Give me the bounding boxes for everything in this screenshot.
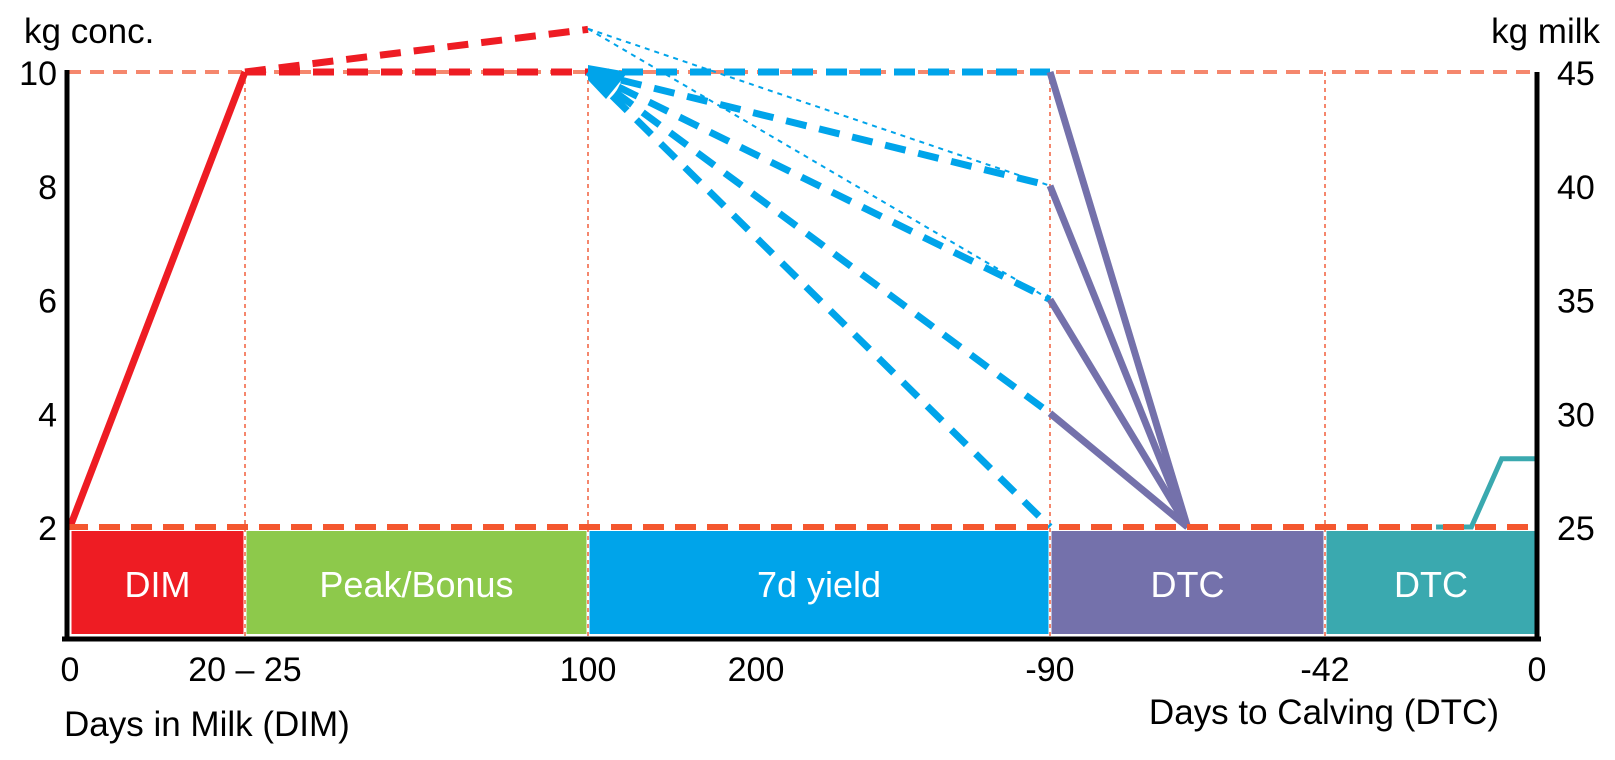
series-dry-off-from-35 xyxy=(1047,297,1191,529)
x-axis-title-dtc: Days to Calving (DTC) xyxy=(1148,693,1499,732)
band-7d-yield-2 xyxy=(589,531,1049,634)
y-tick-right-30: 30 xyxy=(1557,396,1595,434)
series-bonus-concentrate xyxy=(244,25,589,76)
axes-layer xyxy=(62,70,1541,642)
series-dry-off-from-40 xyxy=(1046,184,1191,529)
y-tick-left-2: 2 xyxy=(38,510,57,548)
band-label-1: Peak/Bonus xyxy=(319,564,513,605)
series-fresh-concentrate xyxy=(66,70,249,529)
y-tick-left-10: 10 xyxy=(19,55,57,93)
x-tick-5--42: -42 xyxy=(1300,651,1349,689)
y-tick-right-40: 40 xyxy=(1557,169,1595,207)
x-tick-0-0: 0 xyxy=(61,651,80,689)
series-yield-projection-30 xyxy=(585,69,1053,417)
series-dry-off-from-45 xyxy=(1046,70,1191,529)
x-tick-6-0: 0 xyxy=(1528,651,1547,689)
y-axis-left-title: kg conc. xyxy=(24,12,155,51)
y-tick-left-6: 6 xyxy=(38,283,57,321)
band-peak-bonus-1 xyxy=(246,531,587,634)
labels-layer: 10 8 6 4 2 45 40 35 30 25 0 20 – 25 100 200 -90 -42 0 xyxy=(19,55,1595,689)
band-label-0: DIM xyxy=(125,564,191,605)
y-tick-right-25: 25 xyxy=(1557,510,1595,548)
y-tick-right-45: 45 xyxy=(1557,55,1595,93)
series-yield-projection-25 xyxy=(585,69,1053,530)
band-label-3: DTC xyxy=(1151,564,1225,605)
band-dim-0 xyxy=(71,531,244,634)
y-tick-left-4: 4 xyxy=(38,396,57,434)
y-tick-left-8: 8 xyxy=(38,169,57,207)
series-bonus-projection-40 xyxy=(587,27,1051,187)
y-axis-right-title: kg milk xyxy=(1491,12,1600,51)
series-layer xyxy=(66,25,1537,530)
x-tick-4--90: -90 xyxy=(1025,651,1074,689)
series-yield-projection-40 xyxy=(587,68,1051,190)
bands-layer: DIM Peak/Bonus 7d yield DTC DTC xyxy=(71,531,1536,634)
reference-lines-back-layer xyxy=(67,70,1537,639)
x-tick-3-200: 200 xyxy=(728,651,785,689)
x-axis-title-dim: Days in Milk (DIM) xyxy=(64,705,350,744)
x-tick-1-2025: 20 – 25 xyxy=(188,651,301,689)
series-dry-period-intake xyxy=(1436,456,1537,530)
band-label-2: 7d yield xyxy=(757,564,881,605)
series-yield-projection-35 xyxy=(586,68,1052,303)
band-dtc-3 xyxy=(1051,531,1324,634)
band-label-4: DTC xyxy=(1394,564,1468,605)
series-dry-off-from-30 xyxy=(1047,410,1190,530)
band-dtc-4 xyxy=(1326,531,1536,634)
x-tick-2-100: 100 xyxy=(560,651,617,689)
y-tick-right-35: 35 xyxy=(1557,283,1595,321)
projection-fan-wedge xyxy=(588,65,628,99)
